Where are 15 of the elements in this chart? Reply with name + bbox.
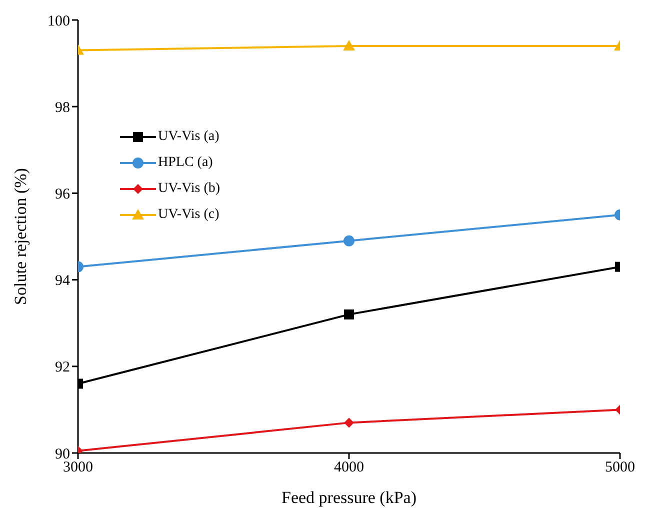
x-axis-title: Feed pressure (kPa) [281, 488, 417, 507]
legend-label: HPLC (a) [158, 155, 213, 171]
y-tick-label: 92 [55, 360, 70, 376]
x-tick-label: 4000 [334, 460, 364, 476]
x-tick-label: 3000 [63, 460, 93, 476]
y-tick-label: 100 [48, 13, 70, 30]
legend-label: UV-Vis (c) [158, 207, 220, 223]
y-tick-label: 90 [55, 446, 70, 462]
y-tick-label: 94 [55, 273, 70, 290]
x-tick-label: 5000 [605, 460, 635, 476]
legend-label: UV-Vis (b) [158, 181, 220, 197]
y-tick-label: 98 [55, 100, 70, 116]
y-axis-title: Solute rejection (%) [11, 168, 30, 305]
legend-label: UV-Vis (a) [158, 129, 220, 145]
y-tick-label: 96 [55, 186, 70, 203]
